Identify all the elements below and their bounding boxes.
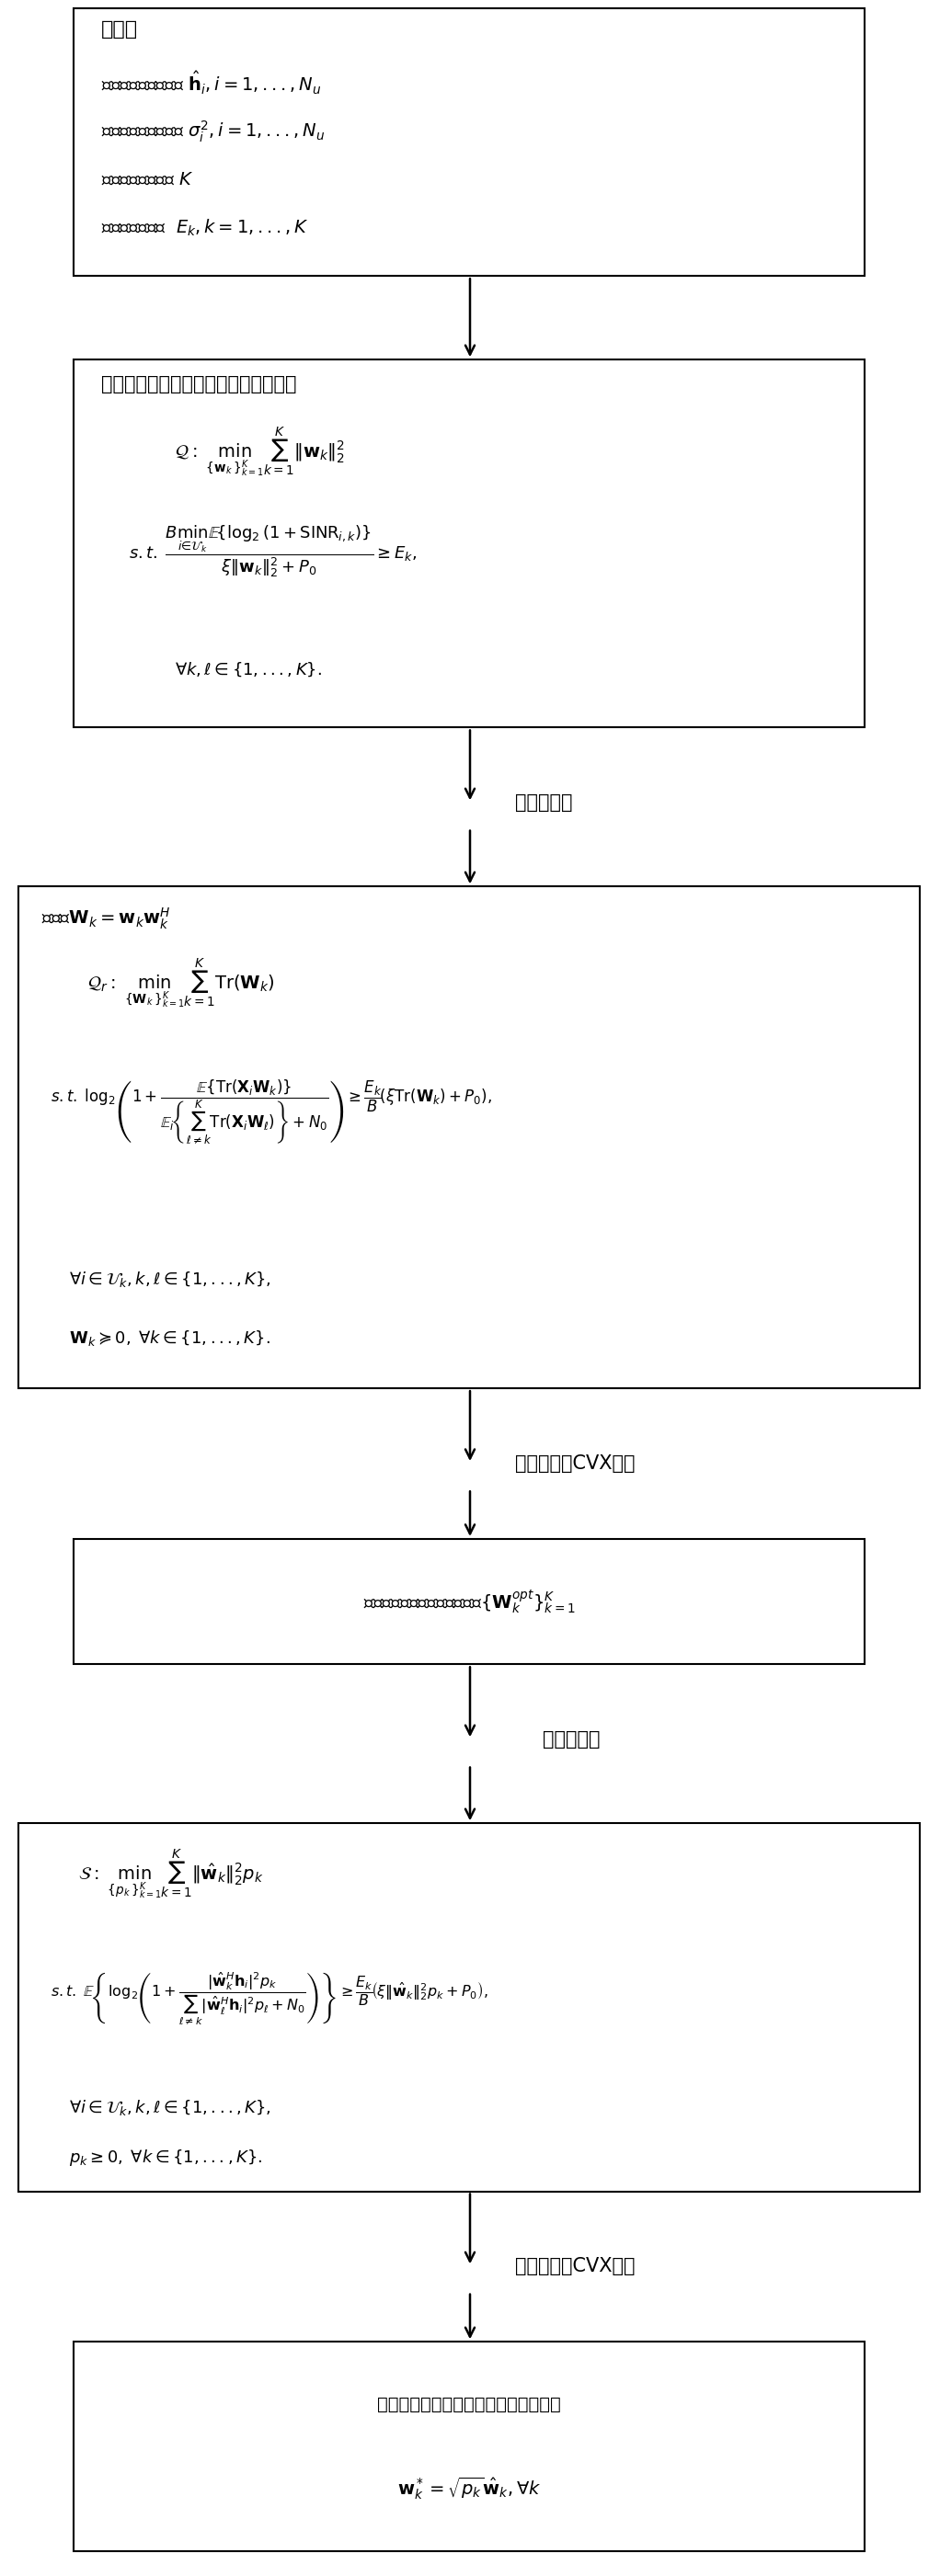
Text: $\forall i\in\mathcal{U}_k, k, \ell\in\{1,...,K\},$: $\forall i\in\mathcal{U}_k, k, \ell\in\{… xyxy=(69,2097,272,2117)
Text: $\mathcal{Q}:\; \min_{\{\mathbf{w}_k\}_{k=1}^{K}} \sum_{k=1}^{K} \|\mathbf{w}_k\: $\mathcal{Q}:\; \min_{\{\mathbf{w}_k\}_{… xyxy=(175,425,345,479)
Bar xyxy=(19,886,919,1388)
Text: 预设能效门限值  $E_k, k=1,...,K$: 预设能效门限值 $E_k, k=1,...,K$ xyxy=(102,216,308,237)
Text: 已知信道误差的方差 $\sigma_i^2, i=1,...,N_u$: 已知信道误差的方差 $\sigma_i^2, i=1,...,N_u$ xyxy=(102,118,325,144)
Bar xyxy=(19,1824,919,2192)
Text: $s.t. \; \dfrac{B\min_{i\in\mathcal{U}_k}\mathbb{E}\!\left\{\log_2(1+\mathrm{SIN: $s.t. \; \dfrac{B\min_{i\in\mathcal{U}_k… xyxy=(129,526,417,580)
Text: $\forall k, \ell \in \{1,...,K\}.$: $\forall k, \ell \in \{1,...,K\}.$ xyxy=(175,659,322,677)
Text: $s.t. \; \log_2\!\left(1+\dfrac{\mathbb{E}\{\mathrm{Tr}(\mathbf{X}_i\mathbf{W}_k: $s.t. \; \log_2\!\left(1+\dfrac{\mathbb{… xyxy=(51,1079,493,1146)
Text: 半正定松弛: 半正定松弛 xyxy=(515,793,572,811)
Text: 基于能效约束建立总功率最小化问题：: 基于能效约束建立总功率最小化问题： xyxy=(102,376,297,394)
Text: $\mathcal{Q}_r:\; \min_{\{\mathbf{W}_k\}_{k=1}^{K}} \sum_{k=1}^{K} \mathrm{Tr}(\: $\mathcal{Q}_r:\; \min_{\{\mathbf{W}_k\}… xyxy=(87,956,274,1010)
Text: 设定的用户组数目 $K$: 设定的用户组数目 $K$ xyxy=(102,170,194,188)
Text: 输出相对于每一用户组的预编码矢量：: 输出相对于每一用户组的预编码矢量： xyxy=(377,2396,561,2414)
Text: 高斯随机化: 高斯随机化 xyxy=(542,1731,600,1749)
Text: 序贯优化和CVX求解: 序贯优化和CVX求解 xyxy=(515,1455,635,1473)
Text: $s.t. \; \mathbb{E}\!\left\{\log_2\!\left(1+\dfrac{|\hat{\mathbf{w}}_k^H\mathbf{: $s.t. \; \mathbb{E}\!\left\{\log_2\!\lef… xyxy=(51,1971,488,2027)
Text: 引入：$\mathbf{W}_k = \mathbf{w}_k\mathbf{w}_k^H$: 引入：$\mathbf{W}_k = \mathbf{w}_k\mathbf{w… xyxy=(41,907,171,930)
Text: 已知的估计信道矢量 $\hat{\mathbf{h}}_i, i=1,...,N_u$: 已知的估计信道矢量 $\hat{\mathbf{h}}_i, i=1,...,N… xyxy=(102,70,321,98)
Text: $\mathbf{w}_k^* = \sqrt{p_k}\hat{\mathbf{w}}_k, \forall k$: $\mathbf{w}_k^* = \sqrt{p_k}\hat{\mathbf… xyxy=(397,2476,541,2501)
Text: 输入：: 输入： xyxy=(102,21,138,39)
Bar xyxy=(73,2342,865,2550)
Text: 序贯优化和CVX求解: 序贯优化和CVX求解 xyxy=(515,2257,635,2275)
Bar xyxy=(73,8,865,276)
Text: $\mathbf{W}_k\succeq 0, \; \forall k\in\{1,...,K\}.$: $\mathbf{W}_k\succeq 0, \; \forall k\in\… xyxy=(69,1329,271,1347)
Bar xyxy=(73,1538,865,1664)
Text: $p_k\geq 0, \; \forall k\in\{1,...,K\}.$: $p_k\geq 0, \; \forall k\in\{1,...,K\}.$ xyxy=(69,2148,262,2169)
Text: $\forall i\in\mathcal{U}_k, k, \ell\in\{1,...,K\},$: $\forall i\in\mathcal{U}_k, k, \ell\in\{… xyxy=(69,1270,272,1291)
Bar xyxy=(73,361,865,726)
Text: 得到半正定松弛下的最优解：$\{\mathbf{W}_k^{opt}\}_{k=1}^{K}$: 得到半正定松弛下的最优解：$\{\mathbf{W}_k^{opt}\}_{k=… xyxy=(363,1587,575,1615)
Text: $\mathcal{S}:\; \min_{\{p_k\}_{k=1}^{K}} \sum_{k=1}^{K} \|\hat{\mathbf{w}}_k\|_2: $\mathcal{S}:\; \min_{\{p_k\}_{k=1}^{K}}… xyxy=(78,1847,263,1901)
